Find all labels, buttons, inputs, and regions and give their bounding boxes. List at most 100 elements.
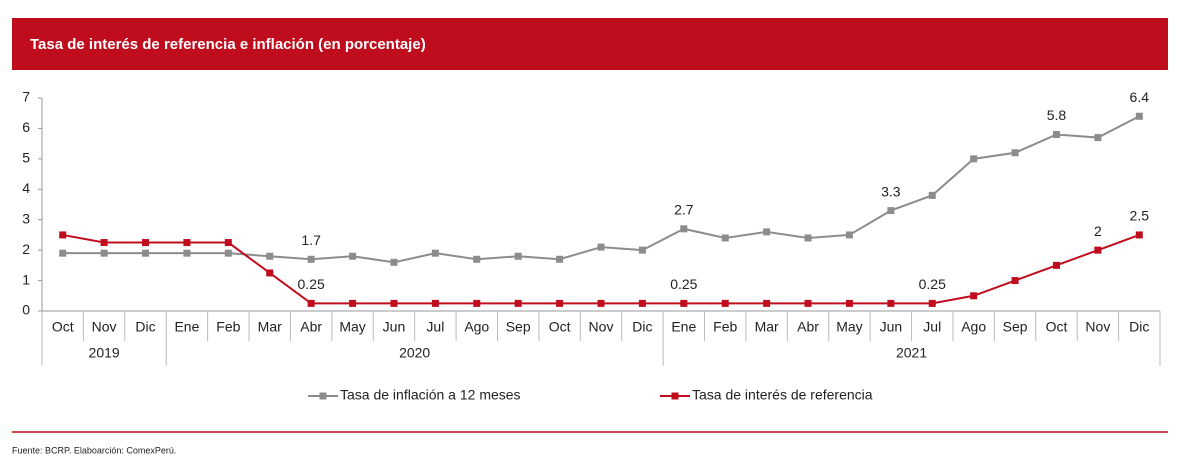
x-tick-label: Mar xyxy=(755,319,779,335)
x-tick-label: Jun xyxy=(880,319,903,335)
point xyxy=(59,231,67,239)
chart-title: Tasa de interés de referencia e inflació… xyxy=(30,36,426,53)
data-label: 5.8 xyxy=(1047,107,1067,123)
point xyxy=(763,299,771,307)
data-label: 0.25 xyxy=(298,276,325,292)
point xyxy=(431,249,439,257)
point xyxy=(307,255,315,263)
data-label: 0.25 xyxy=(670,276,697,292)
point xyxy=(431,299,439,307)
x-tick-label: Oct xyxy=(52,319,74,335)
x-tick-label: Nov xyxy=(1085,319,1110,335)
group-label: 2019 xyxy=(89,345,120,361)
point xyxy=(1011,277,1019,285)
x-tick-label: Abr xyxy=(300,319,322,335)
point xyxy=(763,228,771,236)
data-label: 2 xyxy=(1094,223,1102,239)
x-tick-label: May xyxy=(836,319,862,335)
x-tick-label: Ene xyxy=(671,319,696,335)
point xyxy=(1052,261,1060,269)
point xyxy=(183,249,191,257)
point xyxy=(638,246,646,254)
point xyxy=(473,299,481,307)
point xyxy=(1135,112,1143,120)
data-label: 3.3 xyxy=(881,183,901,199)
data-label: 0.25 xyxy=(919,276,946,292)
x-tick-label: Jul xyxy=(923,319,941,335)
point xyxy=(390,299,398,307)
data-label: 6.4 xyxy=(1130,89,1150,105)
point xyxy=(887,207,895,215)
x-tick-label: Ago xyxy=(961,319,986,335)
point xyxy=(970,292,978,300)
point xyxy=(307,299,315,307)
legend-label: Tasa de inflación a 12 meses xyxy=(340,387,521,403)
point xyxy=(638,299,646,307)
point xyxy=(224,249,232,257)
point xyxy=(721,234,729,242)
point xyxy=(597,243,605,251)
x-tick-label: Oct xyxy=(1046,319,1068,335)
x-tick-label: Jun xyxy=(383,319,406,335)
point xyxy=(1011,149,1019,157)
point xyxy=(680,225,688,233)
point xyxy=(514,252,522,260)
point xyxy=(928,191,936,199)
x-tick-label: Abr xyxy=(797,319,819,335)
y-tick-label: 4 xyxy=(22,180,30,196)
point xyxy=(845,231,853,239)
y-tick-label: 7 xyxy=(22,89,30,105)
point xyxy=(680,299,688,307)
point xyxy=(721,299,729,307)
x-tick-label: Ago xyxy=(464,319,489,335)
data-label: 2.5 xyxy=(1130,208,1150,224)
y-tick-label: 6 xyxy=(22,119,30,135)
point xyxy=(1094,134,1102,142)
point xyxy=(556,299,564,307)
point xyxy=(390,258,398,266)
x-tick-label: Sep xyxy=(1003,319,1028,335)
x-tick-label: May xyxy=(339,319,365,335)
point xyxy=(804,299,812,307)
y-tick-label: 5 xyxy=(22,150,30,166)
point xyxy=(928,299,936,307)
point xyxy=(349,299,357,307)
x-tick-label: Sep xyxy=(506,319,531,335)
legend-label: Tasa de interés de referencia xyxy=(692,387,873,403)
point xyxy=(1052,131,1060,139)
group-label: 2020 xyxy=(399,345,430,361)
group-label: 2021 xyxy=(896,345,927,361)
point xyxy=(804,234,812,242)
x-tick-label: Jul xyxy=(426,319,444,335)
point xyxy=(597,299,605,307)
point xyxy=(266,252,274,260)
point xyxy=(887,299,895,307)
point xyxy=(59,249,67,257)
x-tick-label: Ene xyxy=(174,319,199,335)
point xyxy=(1135,231,1143,239)
y-tick-label: 1 xyxy=(22,271,30,287)
point xyxy=(514,299,522,307)
legend-marker xyxy=(319,392,327,400)
point xyxy=(183,239,191,247)
x-tick-label: Oct xyxy=(549,319,571,335)
point xyxy=(100,239,108,247)
x-tick-label: Dic xyxy=(135,319,155,335)
point xyxy=(224,239,232,247)
x-tick-label: Feb xyxy=(216,319,240,335)
data-label: 1.7 xyxy=(301,232,321,248)
y-tick-label: 2 xyxy=(22,241,30,257)
header-band xyxy=(12,18,1168,70)
point xyxy=(349,252,357,260)
point xyxy=(142,249,150,257)
series-line xyxy=(62,115,1140,264)
point xyxy=(266,269,274,277)
x-tick-label: Mar xyxy=(258,319,282,335)
legend-marker xyxy=(671,392,679,400)
source: Fuente: BCRP. Elaboarción: ComexPerú. xyxy=(12,445,176,455)
point xyxy=(142,239,150,247)
y-tick-label: 0 xyxy=(22,302,30,318)
point xyxy=(100,249,108,257)
point xyxy=(556,255,564,263)
